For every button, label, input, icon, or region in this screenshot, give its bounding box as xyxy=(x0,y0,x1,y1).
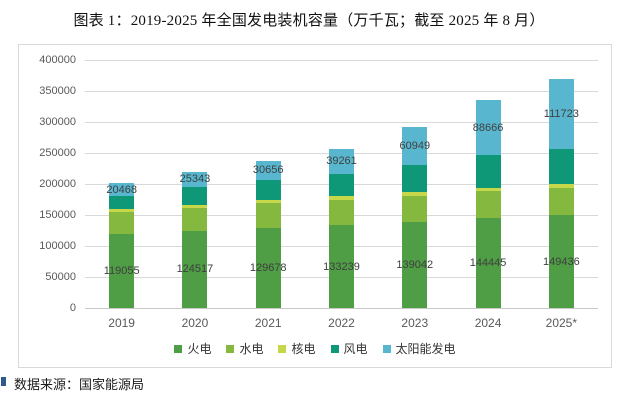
plot-area: 0 50000 100000 150000 200000 250000 300000 3500… xyxy=(39,54,598,330)
legend-item-nuclear: 核电 xyxy=(278,340,316,357)
bar-segment-wind xyxy=(548,148,574,185)
bar-2022: 133239 39261 xyxy=(323,60,360,308)
bar-segment-wind xyxy=(182,187,208,205)
bar-2025*: 149436 111723 xyxy=(543,60,580,308)
bar-segment-thermal xyxy=(109,234,135,308)
bar-2024: 144445 88666 xyxy=(470,60,506,308)
bar-segment-hydro xyxy=(548,188,574,216)
y-axis-tick-label: 250000 xyxy=(39,147,76,159)
bar-segment-nuclear xyxy=(548,184,574,189)
x-axis-label: 2023 xyxy=(401,316,429,330)
legend-label-nuclear: 核电 xyxy=(291,342,316,356)
bar-2021: 129678 30656 xyxy=(250,60,287,308)
y-axis-tick-label: 400000 xyxy=(39,54,76,66)
legend-swatch-solar xyxy=(382,344,391,353)
x-axis-label: 2022 xyxy=(328,316,355,330)
legend-item-hydro: 水电 xyxy=(226,340,263,357)
x-axis-label: 2021 xyxy=(254,316,282,330)
x-axis-label: 2025* xyxy=(545,316,578,330)
bar-segment-nuclear xyxy=(182,204,208,208)
bar-2020: 124517 25343 xyxy=(177,60,213,308)
bar-segment-thermal xyxy=(182,230,208,308)
legend-item-wind: 风电 xyxy=(330,340,368,357)
bar-segment-wind xyxy=(475,155,501,188)
bar-segment-nuclear xyxy=(475,187,501,192)
legend: 火电 水电 核电 风电 太阳能发电 xyxy=(19,340,611,357)
bar-value-label-solar: 25343 xyxy=(179,173,211,186)
y-axis-tick-label: 50000 xyxy=(45,271,76,283)
bar-2019: 119055 20468 xyxy=(104,60,140,308)
bar-segment-solar xyxy=(548,79,574,149)
y-axis-tick-label: 100000 xyxy=(39,240,76,252)
legend-label-wind: 风电 xyxy=(343,342,368,356)
gridline xyxy=(85,59,598,61)
legend-label-solar: 太阳能发电 xyxy=(395,342,456,356)
legend-label-thermal: 火电 xyxy=(187,342,212,356)
bar-segment-wind xyxy=(255,179,281,201)
bar-value-label-thermal: 129678 xyxy=(249,261,287,274)
bar-value-label-thermal: 144445 xyxy=(469,257,507,270)
bar-segment-solar xyxy=(475,100,501,156)
bar-value-label-solar: 30656 xyxy=(252,164,284,177)
bar-segment-hydro xyxy=(329,199,354,226)
bar-segment-nuclear xyxy=(329,196,354,200)
y-axis-tick-label: 300000 xyxy=(39,116,76,128)
legend-swatch-hydro xyxy=(226,344,235,353)
y-axis-tick-label: 150000 xyxy=(39,209,76,221)
bar-segment-hydro xyxy=(475,191,501,219)
bar-segment-thermal xyxy=(255,227,281,308)
gridline xyxy=(85,307,598,309)
bar-segment-thermal xyxy=(548,215,574,308)
y-axis-tick-label: 350000 xyxy=(39,85,76,97)
bar-segment-wind xyxy=(402,164,428,193)
legend-item-thermal: 火电 xyxy=(174,340,211,357)
bar-segment-hydro xyxy=(402,195,428,222)
chart-panel: 0 50000 100000 150000 200000 250000 300000 3500… xyxy=(18,44,612,368)
bar-value-label-thermal: 139042 xyxy=(396,258,434,271)
bar-segment-thermal xyxy=(475,218,501,308)
legend-item-solar: 太阳能发电 xyxy=(382,340,456,357)
bar-segment-nuclear xyxy=(109,209,135,213)
bar-value-label-solar: 60949 xyxy=(399,139,431,152)
bar-segment-solar xyxy=(182,171,208,188)
legend-swatch-wind xyxy=(330,344,339,353)
bar-value-label-solar: 39261 xyxy=(326,155,357,168)
x-axis-label: 2024 xyxy=(474,316,502,330)
gridline xyxy=(85,90,598,92)
bar-segment-solar xyxy=(109,183,135,197)
bar-value-label-solar: 20468 xyxy=(106,183,137,196)
bar-value-label-solar: 111723 xyxy=(543,107,579,120)
bar-segment-hydro xyxy=(255,203,281,228)
legend-label-hydro: 水电 xyxy=(239,342,264,356)
x-axis-label: 2019 xyxy=(108,316,135,330)
bar-segment-solar xyxy=(402,127,428,165)
y-axis-tick-label: 200000 xyxy=(39,178,76,190)
bar-segment-hydro xyxy=(182,207,208,231)
bar-value-label-thermal: 133239 xyxy=(323,260,360,273)
bar-value-label-thermal: 149436 xyxy=(542,255,580,268)
bar-segment-solar xyxy=(329,149,354,174)
bar-segment-nuclear xyxy=(255,200,281,204)
legend-swatch-thermal xyxy=(174,344,183,353)
bar-2023: 139042 60949 xyxy=(396,60,433,308)
bar-value-label-thermal: 124517 xyxy=(176,263,214,276)
bar-segment-nuclear xyxy=(402,192,428,196)
x-axis-label: 2020 xyxy=(181,316,209,330)
bar-segment-thermal xyxy=(402,221,428,308)
source-bullet-icon xyxy=(1,377,6,386)
bar-segment-hydro xyxy=(109,212,135,235)
bar-segment-wind xyxy=(109,196,135,210)
data-source: 数据来源：国家能源局 xyxy=(14,377,145,392)
gridline xyxy=(85,121,598,123)
chart-title: 图表 1：2019-2025 年全国发电装机容量（万千瓦；截至 2025 年 8… xyxy=(73,13,545,29)
bar-segment-thermal xyxy=(329,225,354,308)
y-axis-tick-label: 0 xyxy=(69,302,76,314)
bar-segment-solar xyxy=(255,160,281,180)
legend-swatch-nuclear xyxy=(278,344,287,353)
bar-segment-wind xyxy=(329,173,354,197)
bar-value-label-thermal: 119055 xyxy=(103,265,140,278)
bar-value-label-solar: 88666 xyxy=(472,121,504,134)
